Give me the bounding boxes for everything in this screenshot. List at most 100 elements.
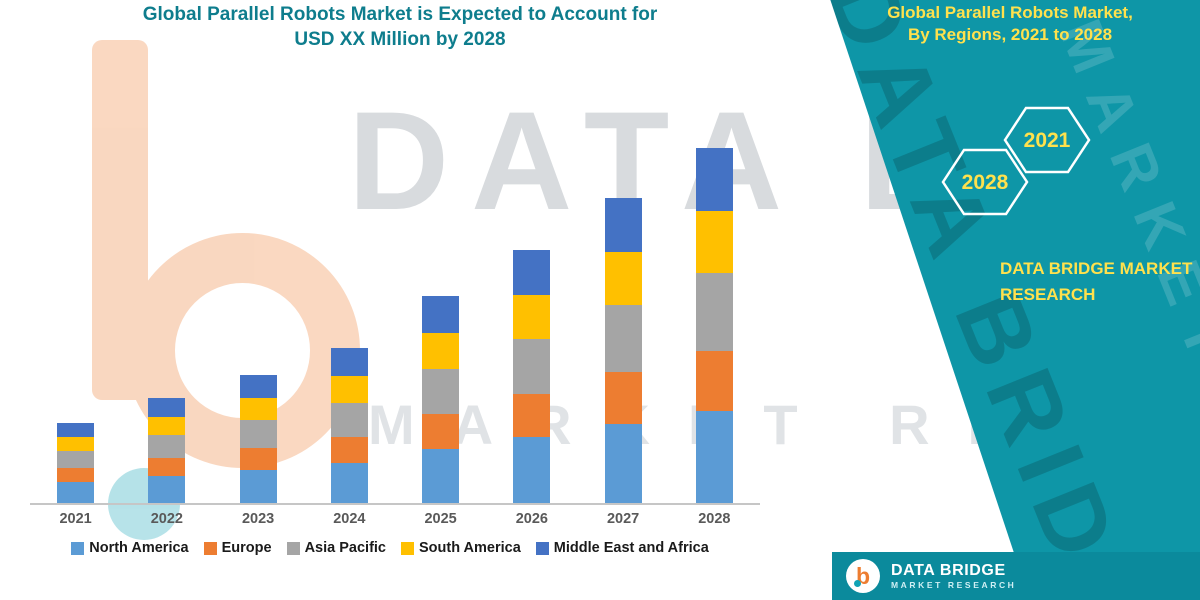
legend-item-middle-east-and-africa: Middle East and Africa — [535, 540, 709, 556]
hexagon-2028-outline — [941, 148, 1029, 216]
footer-brand-name: DATA BRIDGE — [891, 561, 1006, 579]
bar-segment-middle-east-and-africa — [330, 348, 368, 376]
bar-segment-middle-east-and-africa — [513, 250, 551, 295]
bar-segment-europe — [422, 414, 460, 449]
bar-segment-europe — [57, 468, 95, 482]
bar-segment-asia-pacific — [239, 420, 277, 448]
legend-item-north-america: North America — [71, 540, 189, 556]
footer-brand-sub: MARKET RESEARCH — [891, 580, 1017, 591]
bar-segment-south-america — [422, 333, 460, 369]
x-axis-label-2022: 2022 — [150, 511, 183, 527]
bar-segment-middle-east-and-africa — [604, 198, 642, 252]
bar-segment-south-america — [148, 417, 186, 435]
legend-item-europe: Europe — [203, 540, 272, 556]
band-brand-line2: RESEARCH — [1000, 285, 1096, 305]
band-brand-text: DATA BRIDGE MARKET RESEARCH — [1000, 256, 1192, 309]
bar-segment-asia-pacific — [330, 403, 368, 437]
x-axis-label-2021: 2021 — [59, 511, 92, 527]
bar-segment-middle-east-and-africa — [57, 423, 95, 437]
bar-segment-middle-east-and-africa — [422, 296, 460, 333]
bar-segment-asia-pacific — [695, 273, 733, 351]
bar-segment-south-america — [57, 437, 95, 451]
bar-segment-europe — [239, 448, 277, 470]
x-axis-label-2026: 2026 — [515, 511, 548, 527]
legend-item-asia-pacific: Asia Pacific — [286, 540, 386, 556]
stacked-bar-2024 — [330, 348, 368, 503]
chart-title: Global Parallel Robots Market is Expecte… — [40, 2, 760, 52]
x-axis-label-2028: 2028 — [698, 511, 731, 527]
legend-label-south-america: South America — [419, 540, 521, 556]
bar-segment-asia-pacific — [513, 339, 551, 394]
legend-swatch-south-america — [401, 541, 414, 555]
hexagon-2021-outline — [1003, 106, 1091, 174]
band-heading-line1: Global Parallel Robots Market, — [887, 3, 1133, 22]
bar-segment-south-america — [695, 211, 733, 273]
footer-logo-b: b — [855, 562, 871, 589]
bar-segment-north-america — [239, 470, 277, 503]
bar-segment-middle-east-and-africa — [148, 398, 186, 417]
bar-segment-south-america — [604, 252, 642, 305]
hexagon-2021-label: 2021 — [1024, 129, 1071, 152]
bar-segment-asia-pacific — [604, 305, 642, 372]
chart-title-line1: Global Parallel Robots Market is Expecte… — [142, 4, 658, 25]
footer-brand-box: b DATA BRIDGE MARKET RESEARCH — [832, 552, 1200, 600]
x-axis-label-2027: 2027 — [606, 511, 640, 527]
legend-swatch-middle-east-and-africa — [535, 541, 549, 555]
bar-segment-asia-pacific — [148, 435, 186, 458]
bar-column-2026 — [486, 250, 577, 503]
bar-segment-north-america — [513, 437, 551, 503]
stacked-bar-2028 — [695, 148, 733, 503]
x-axis-label-2024: 2024 — [333, 511, 366, 527]
bar-segment-europe — [604, 372, 642, 424]
x-axis-labels: 2021 2022 2023 2024 2025 2026 2027 2028 — [30, 511, 760, 527]
legend-item-south-america: South America — [401, 540, 521, 556]
stacked-bar-2027 — [604, 198, 642, 503]
bar-segment-europe — [513, 394, 551, 437]
bar-segment-south-america — [330, 376, 368, 403]
legend-swatch-europe — [203, 541, 217, 555]
band-heading: Global Parallel Robots Market, By Region… — [860, 2, 1160, 46]
legend-label-north-america: North America — [89, 540, 189, 556]
bar-column-2023 — [213, 375, 304, 503]
bar-segment-asia-pacific — [57, 451, 95, 468]
band-brand-line1: DATA BRIDGE MARKET — [1000, 259, 1193, 278]
x-axis-label-2023: 2023 — [241, 511, 275, 527]
legend-swatch-north-america — [71, 541, 85, 555]
footer-logo-circle: b — [846, 559, 880, 593]
bar-column-2025 — [395, 296, 486, 503]
plot-area — [30, 125, 760, 505]
bar-column-2022 — [121, 398, 212, 503]
bar-column-2021 — [30, 423, 121, 503]
bar-column-2027 — [578, 198, 669, 503]
footer-brand-text: DATA BRIDGE MARKET RESEARCH — [891, 562, 1016, 590]
bar-segment-asia-pacific — [422, 369, 460, 414]
bar-segment-north-america — [695, 411, 733, 503]
legend-swatch-asia-pacific — [286, 541, 300, 555]
bar-segment-north-america — [604, 424, 642, 503]
bar-column-2024 — [304, 348, 395, 503]
legend-label-europe: Europe — [221, 540, 272, 556]
legend-label-asia-pacific: Asia Pacific — [304, 540, 386, 556]
bar-segment-europe — [695, 351, 733, 411]
band-heading-line2: By Regions, 2021 to 2028 — [907, 25, 1113, 45]
legend-label-middle-east-and-africa: Middle East and Africa — [553, 540, 709, 556]
bar-segment-north-america — [57, 482, 95, 503]
bar-segment-south-america — [239, 398, 277, 420]
bar-segment-north-america — [422, 449, 460, 503]
hexagon-2028-label: 2028 — [962, 171, 1009, 194]
bar-column-2028 — [669, 148, 760, 503]
stacked-bar-2025 — [422, 296, 460, 503]
x-axis-label-2025: 2025 — [424, 511, 457, 527]
bar-segment-north-america — [148, 476, 186, 503]
stacked-bar-2023 — [239, 375, 277, 503]
year-hexagons: 2028 2021 — [941, 106, 1091, 216]
stacked-bar-2026 — [513, 250, 551, 503]
stacked-bar-2022 — [148, 398, 186, 503]
bar-segment-europe — [148, 458, 186, 476]
chart-title-line2: USD XX Million by 2028 — [294, 29, 506, 51]
bar-segment-middle-east-and-africa — [695, 148, 733, 211]
stacked-bar-2021 — [57, 423, 95, 503]
stacked-bar-chart: 2021 2022 2023 2024 2025 2026 2027 2028 — [30, 125, 760, 527]
bar-segment-north-america — [330, 463, 368, 503]
